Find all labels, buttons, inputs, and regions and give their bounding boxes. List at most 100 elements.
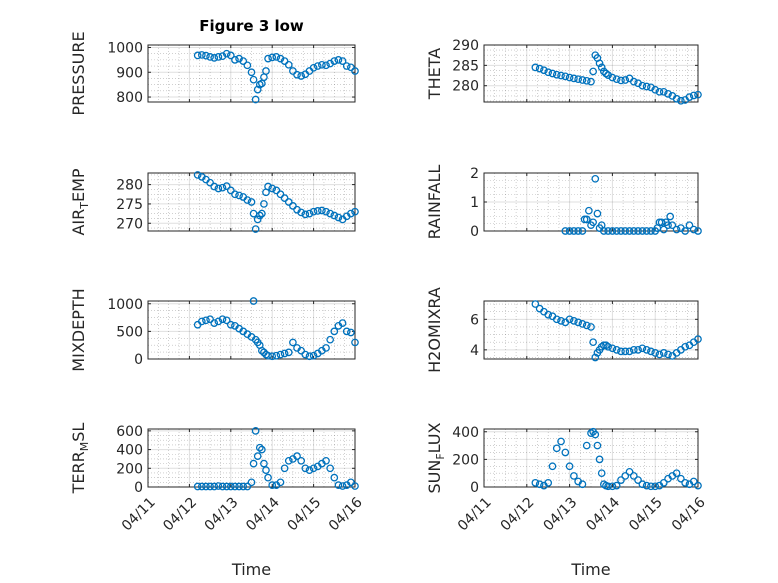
- grid-sun_flux: [483, 429, 699, 488]
- data-point: [239, 57, 248, 65]
- data-point: [251, 427, 260, 435]
- data-point: [694, 227, 702, 235]
- data-point: [672, 94, 681, 103]
- chart-title: Figure 3 low: [199, 17, 304, 35]
- y-axis-label-main: PRESSURE: [69, 31, 88, 115]
- data-point: [608, 227, 617, 235]
- y-tick-label: 270: [116, 216, 143, 232]
- data-point: [621, 227, 630, 235]
- data-point: [284, 60, 293, 69]
- data-point: [226, 51, 235, 60]
- y-axis-label-main: SUN: [425, 460, 444, 494]
- data-point: [284, 348, 293, 357]
- subplot-theta: 280 285 290 THETA: [425, 38, 702, 105]
- y-tick-label: 290: [452, 38, 479, 54]
- series-mixdepth: [193, 297, 359, 361]
- data-point: [297, 456, 306, 465]
- data-point: [589, 338, 597, 347]
- data-point: [608, 344, 617, 353]
- data-point: [251, 95, 260, 104]
- data-point: [309, 351, 318, 360]
- data-point: [647, 347, 655, 356]
- data-point: [305, 466, 314, 475]
- x-axis-label: Time: [231, 560, 271, 579]
- data-point: [612, 345, 621, 354]
- data-point: [589, 218, 597, 227]
- data-point: [202, 316, 210, 325]
- subplot-rainfall: 0 1 2 RAINFALL: [425, 165, 702, 240]
- x-tick-label: 04/16: [669, 494, 709, 534]
- data-point: [206, 315, 214, 324]
- data-point: [289, 67, 297, 75]
- data-point: [565, 315, 574, 324]
- data-point: [587, 77, 595, 86]
- data-point: [595, 455, 604, 464]
- data-point: [621, 347, 630, 356]
- data-point: [591, 353, 600, 362]
- data-point: [214, 53, 223, 61]
- data-point: [593, 441, 602, 450]
- data-point: [531, 479, 540, 487]
- y-tick-label: 400: [452, 425, 479, 441]
- data-point: [625, 227, 634, 235]
- data-point: [330, 473, 339, 482]
- data-point: [659, 87, 668, 96]
- data-point: [253, 452, 262, 460]
- data-point: [243, 482, 252, 491]
- data-point: [548, 462, 557, 471]
- data-point: [247, 198, 256, 206]
- y-axis-label: RAINFALL: [425, 165, 444, 240]
- data-point: [634, 227, 642, 235]
- data-point: [582, 76, 591, 85]
- data-point: [322, 456, 330, 465]
- data-point: [591, 430, 600, 439]
- subplot-pressure: 800 900 1000 PRESSURE Figure 3 low: [69, 17, 359, 116]
- y-tick-label: 400: [116, 443, 143, 459]
- data-point: [318, 60, 326, 69]
- data-point: [318, 206, 326, 215]
- x-tick-label: 04/15: [626, 494, 666, 534]
- y-axis-label-main: H2OMIXRA: [425, 287, 444, 373]
- data-point: [557, 71, 565, 80]
- data-point: [647, 482, 655, 491]
- series-rainfall: [561, 174, 702, 235]
- data-point: [351, 338, 359, 347]
- data-point: [197, 482, 206, 491]
- data-point: [197, 51, 206, 59]
- data-point: [264, 182, 272, 191]
- data-point: [621, 76, 630, 84]
- data-point: [557, 316, 565, 325]
- data-point: [334, 213, 343, 222]
- data-point: [231, 482, 239, 491]
- y-tick-label: 6: [470, 312, 479, 328]
- data-point: [301, 464, 310, 473]
- data-point: [565, 227, 574, 235]
- data-point: [231, 56, 239, 64]
- data-point: [638, 227, 647, 235]
- y-tick-label: 0: [470, 224, 479, 240]
- data-point: [342, 62, 351, 70]
- data-point: [202, 51, 210, 60]
- data-point: [313, 207, 322, 215]
- data-point: [565, 73, 574, 82]
- series-air_temp: [193, 171, 359, 233]
- data-point: [206, 53, 214, 61]
- series-terr_msl: [193, 427, 359, 491]
- data-point: [574, 75, 583, 84]
- data-point: [672, 469, 681, 478]
- data-point: [222, 316, 231, 325]
- y-tick-label: 4: [470, 343, 479, 359]
- data-point: [659, 479, 668, 487]
- data-point: [561, 227, 570, 235]
- data-point: [548, 69, 557, 78]
- data-point: [210, 182, 219, 191]
- data-point: [655, 87, 664, 96]
- data-point: [651, 482, 660, 491]
- data-point: [210, 319, 219, 327]
- y-tick-label: 285: [452, 58, 479, 74]
- data-point: [338, 319, 347, 327]
- data-point: [638, 81, 647, 90]
- data-point: [561, 448, 570, 457]
- data-point: [531, 300, 540, 308]
- data-point: [582, 321, 591, 330]
